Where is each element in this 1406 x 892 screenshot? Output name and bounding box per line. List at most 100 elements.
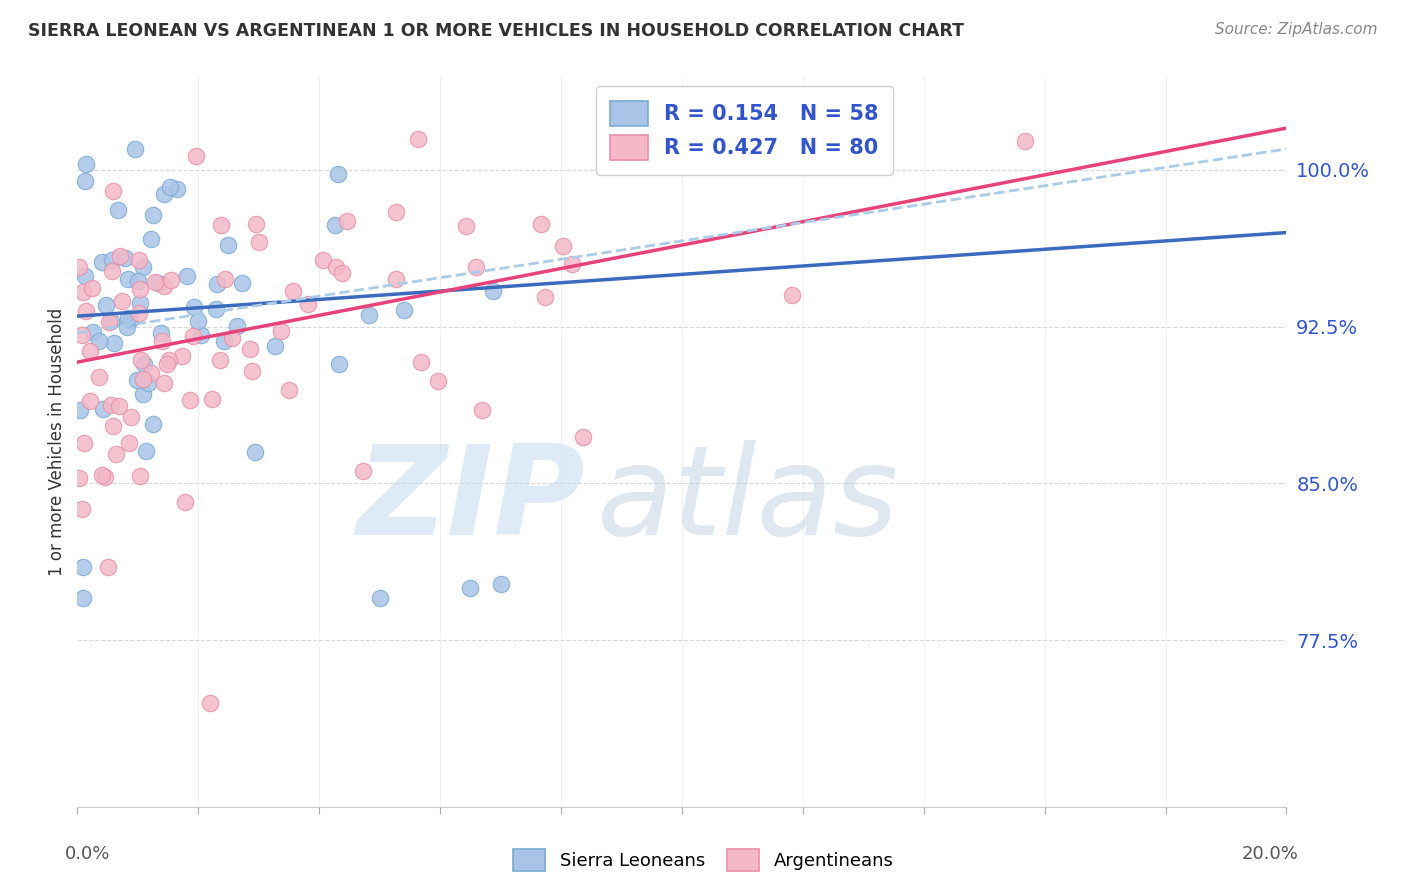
Point: [132, 372, 155, 386]
Point: [139, 232, 162, 246]
Point: [231, 276, 253, 290]
Point: [114, 252, 136, 266]
Point: [357, 308, 380, 322]
Point: [135, 444, 157, 458]
Point: [73, 173, 96, 187]
Y-axis label: 1 or more Vehicles in Household: 1 or more Vehicles in Household: [48, 308, 66, 575]
Point: [217, 237, 239, 252]
Point: [409, 355, 432, 369]
Point: [270, 324, 292, 338]
Point: [183, 329, 205, 343]
Point: [67, 260, 90, 274]
Point: [134, 357, 156, 371]
Point: [780, 288, 803, 302]
Point: [176, 268, 198, 283]
Point: [325, 260, 347, 274]
Point: [115, 320, 138, 334]
Point: [312, 252, 335, 267]
Point: [111, 293, 134, 308]
Point: [631, 135, 654, 149]
Point: [1014, 135, 1036, 149]
Point: [264, 339, 287, 353]
Point: [239, 342, 262, 356]
Point: [159, 273, 181, 287]
Point: [94, 298, 117, 312]
Point: [427, 374, 450, 388]
Point: [330, 266, 353, 280]
Point: [93, 401, 115, 416]
Point: [247, 235, 270, 249]
Point: [142, 208, 165, 222]
Point: [323, 218, 346, 232]
Point: [118, 312, 141, 326]
Point: [613, 142, 636, 156]
Point: [96, 560, 118, 574]
Point: [225, 319, 247, 334]
Point: [67, 471, 90, 485]
Point: [352, 464, 374, 478]
Text: atlas: atlas: [598, 440, 900, 560]
Point: [458, 581, 481, 595]
Point: [153, 278, 176, 293]
Point: [128, 306, 150, 320]
Point: [209, 219, 232, 233]
Point: [105, 447, 128, 461]
Point: [107, 399, 129, 413]
Point: [97, 315, 120, 329]
Point: [129, 353, 152, 368]
Point: [128, 253, 150, 268]
Point: [124, 142, 146, 156]
Legend: R = 0.154   N = 58, R = 0.427   N = 80: R = 0.154 N = 58, R = 0.427 N = 80: [596, 87, 893, 175]
Point: [129, 468, 152, 483]
Point: [243, 445, 266, 459]
Point: [101, 252, 124, 267]
Point: [221, 331, 243, 345]
Point: [245, 218, 267, 232]
Point: [208, 353, 231, 368]
Point: [406, 132, 429, 146]
Point: [129, 282, 152, 296]
Point: [150, 326, 173, 341]
Point: [117, 310, 139, 325]
Point: [89, 369, 111, 384]
Text: ZIP: ZIP: [357, 440, 585, 560]
Legend: Sierra Leoneans, Argentineans: Sierra Leoneans, Argentineans: [505, 842, 901, 879]
Point: [184, 149, 207, 163]
Point: [183, 300, 205, 314]
Point: [214, 272, 236, 286]
Point: [125, 373, 148, 387]
Point: [153, 187, 176, 202]
Point: [143, 275, 166, 289]
Point: [456, 219, 478, 233]
Point: [70, 502, 93, 516]
Point: [120, 409, 142, 424]
Point: [200, 696, 222, 710]
Point: [471, 402, 494, 417]
Point: [132, 387, 155, 401]
Point: [187, 314, 209, 328]
Text: 20.0%: 20.0%: [1241, 845, 1299, 863]
Point: [91, 255, 114, 269]
Point: [489, 576, 512, 591]
Point: [136, 376, 159, 391]
Point: [277, 383, 299, 397]
Point: [132, 260, 155, 274]
Point: [368, 591, 391, 606]
Point: [561, 257, 583, 271]
Point: [101, 185, 124, 199]
Point: [82, 325, 104, 339]
Point: [103, 336, 125, 351]
Point: [201, 392, 224, 406]
Point: [328, 357, 350, 371]
Point: [155, 357, 177, 371]
Point: [117, 435, 139, 450]
Point: [392, 303, 415, 318]
Point: [79, 344, 101, 359]
Point: [73, 436, 96, 450]
Point: [465, 260, 488, 274]
Text: 0.0%: 0.0%: [65, 845, 111, 863]
Point: [100, 314, 122, 328]
Point: [72, 285, 94, 299]
Point: [117, 272, 139, 286]
Point: [242, 364, 264, 378]
